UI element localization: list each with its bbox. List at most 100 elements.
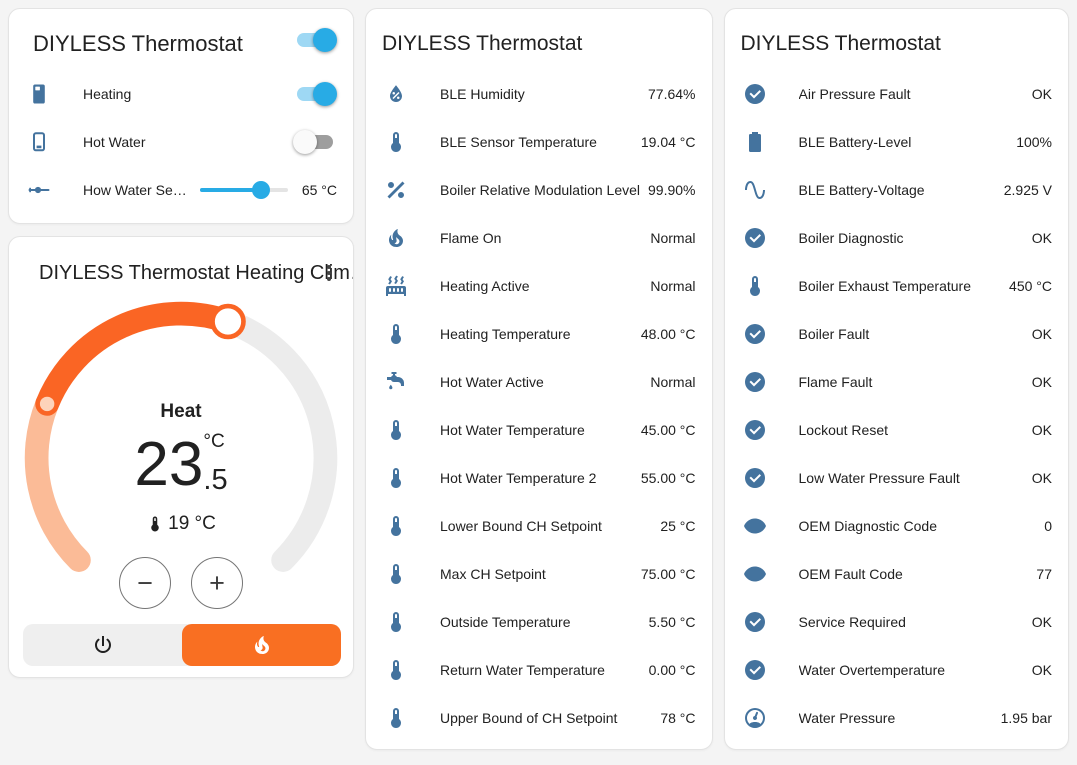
- entity-state[interactable]: 77.64%: [648, 86, 696, 102]
- entity-row[interactable]: Boiler Fault OK: [725, 310, 1069, 358]
- entity-name: Outside Temperature: [440, 614, 571, 630]
- entity-state[interactable]: 1.95 bar: [1000, 710, 1052, 726]
- entity-name: Flame On: [440, 230, 502, 246]
- entity-row[interactable]: Max CH Setpoint 75.00 °C: [366, 550, 712, 598]
- entity-name: Boiler Diagnostic: [798, 230, 904, 246]
- entity-state[interactable]: 25 °C: [660, 518, 696, 534]
- entity-state[interactable]: 75.00 °C: [640, 566, 696, 582]
- check-circle-icon: [743, 82, 767, 106]
- entity-row[interactable]: Air Pressure Fault OK: [725, 70, 1069, 118]
- entity-state[interactable]: OK: [1031, 326, 1052, 342]
- entity-name: Air Pressure Fault: [798, 86, 911, 102]
- eye-icon: [743, 514, 767, 538]
- hot-water-setpoint-slider[interactable]: [199, 178, 288, 202]
- entity-row[interactable]: Return Water Temperature 0.00 °C: [366, 646, 712, 694]
- entity-state[interactable]: OK: [1031, 614, 1052, 630]
- check-circle-icon: [743, 418, 767, 442]
- entity-row[interactable]: Water Pressure 1.95 bar: [725, 694, 1069, 742]
- entity-row[interactable]: OEM Diagnostic Code 0: [725, 502, 1069, 550]
- mode-off-button[interactable]: [23, 624, 182, 666]
- entity-state[interactable]: OK: [1031, 230, 1052, 246]
- entity-state[interactable]: OK: [1031, 422, 1052, 438]
- entity-state[interactable]: 48.00 °C: [640, 326, 696, 342]
- radiator-icon: [384, 274, 408, 298]
- dots-vertical-icon[interactable]: [317, 261, 341, 285]
- hot-water-toggle[interactable]: [293, 130, 337, 154]
- entity-state[interactable]: OK: [1031, 374, 1052, 390]
- entity-row[interactable]: Hot Water Active Normal: [366, 358, 712, 406]
- entity-name: Return Water Temperature: [440, 662, 605, 678]
- entity-name: Heating Active: [440, 278, 530, 294]
- entity-state[interactable]: OK: [1031, 86, 1052, 102]
- entity-row[interactable]: Lockout Reset OK: [725, 406, 1069, 454]
- entity-state[interactable]: 78 °C: [660, 710, 696, 726]
- toggle-thumb[interactable]: [313, 82, 337, 106]
- increase-temp-button[interactable]: +: [191, 557, 243, 609]
- entity-row[interactable]: Flame Fault OK: [725, 358, 1069, 406]
- entity-row[interactable]: BLE Sensor Temperature 19.04 °C: [366, 118, 712, 166]
- entity-row[interactable]: Hot Water Temperature 2 55.00 °C: [366, 454, 712, 502]
- card-title: DIYLESS Thermostat: [33, 31, 243, 56]
- entity-row-heating[interactable]: Heating: [9, 70, 353, 118]
- entity-state[interactable]: 55.00 °C: [640, 470, 696, 486]
- entity-row[interactable]: Flame On Normal: [366, 214, 712, 262]
- entity-state[interactable]: Normal: [650, 374, 696, 390]
- thermometer-icon: [384, 610, 408, 634]
- entity-state[interactable]: 0: [1044, 518, 1052, 534]
- left-column: DIYLESS Thermostat Heating Hot Water: [8, 8, 354, 757]
- entity-row[interactable]: Boiler Exhaust Temperature 450 °C: [725, 262, 1069, 310]
- check-circle-icon: [743, 226, 767, 250]
- hvac-mode-label: Heat: [160, 401, 202, 422]
- main-toggle[interactable]: [293, 27, 337, 52]
- entity-row-hot-water[interactable]: Hot Water: [9, 118, 353, 166]
- thermometer-icon: [384, 418, 408, 442]
- entity-row[interactable]: Water Overtemperature OK: [725, 646, 1069, 694]
- check-circle-icon: [743, 370, 767, 394]
- entity-row[interactable]: Lower Bound CH Setpoint 25 °C: [366, 502, 712, 550]
- entity-state[interactable]: 99.90%: [648, 182, 696, 198]
- entity-state[interactable]: 450 °C: [1009, 278, 1052, 294]
- entity-row[interactable]: BLE Battery-Voltage 2.925 V: [725, 166, 1069, 214]
- entity-name: BLE Humidity: [440, 86, 525, 102]
- switches-card: DIYLESS Thermostat Heating Hot Water: [8, 8, 354, 224]
- entity-row[interactable]: Outside Temperature 5.50 °C: [366, 598, 712, 646]
- current-temp-value: 19 °C: [168, 513, 216, 534]
- entity-row[interactable]: Boiler Diagnostic OK: [725, 214, 1069, 262]
- entity-name: Hot Water: [83, 134, 146, 150]
- entity-state[interactable]: 5.50 °C: [648, 614, 696, 630]
- entity-state[interactable]: 0.00 °C: [648, 662, 696, 678]
- entity-row-hot-water-setpoint[interactable]: How Water Se… 65 °C: [9, 166, 353, 214]
- power-icon: [91, 633, 115, 657]
- entity-name: BLE Battery-Voltage: [798, 182, 925, 198]
- entity-state[interactable]: Normal: [650, 278, 696, 294]
- entity-state[interactable]: 100%: [1016, 134, 1052, 150]
- entity-state[interactable]: OK: [1031, 470, 1052, 486]
- entity-row[interactable]: BLE Battery-Level 100%: [725, 118, 1069, 166]
- entity-state[interactable]: 2.925 V: [1003, 182, 1052, 198]
- toggle-thumb[interactable]: [293, 130, 317, 154]
- entity-state[interactable]: 77: [1036, 566, 1052, 582]
- entity-name: How Water Se…: [83, 182, 187, 198]
- entity-row[interactable]: BLE Humidity 77.64%: [366, 70, 712, 118]
- entity-row[interactable]: Heating Active Normal: [366, 262, 712, 310]
- faucet-icon: [384, 370, 408, 394]
- entity-state[interactable]: 45.00 °C: [640, 422, 696, 438]
- entity-row[interactable]: Heating Temperature 48.00 °C: [366, 310, 712, 358]
- entity-state[interactable]: 19.04 °C: [640, 134, 696, 150]
- entity-row[interactable]: Upper Bound of CH Setpoint 78 °C: [366, 694, 712, 742]
- temperature-dial[interactable]: Heat 23 °C .5 19 °C: [16, 293, 346, 623]
- mode-heat-button[interactable]: [182, 624, 341, 666]
- entity-row[interactable]: OEM Fault Code 77: [725, 550, 1069, 598]
- slider-thumb[interactable]: [252, 181, 271, 199]
- heating-toggle[interactable]: [293, 82, 337, 106]
- target-temp-integer: 23: [134, 430, 204, 499]
- thermometer-icon: [384, 130, 408, 154]
- toggle-thumb[interactable]: [313, 27, 337, 52]
- decrease-temp-button[interactable]: −: [119, 557, 171, 609]
- entity-state[interactable]: Normal: [650, 230, 696, 246]
- entity-row[interactable]: Service Required OK: [725, 598, 1069, 646]
- entity-row[interactable]: Hot Water Temperature 45.00 °C: [366, 406, 712, 454]
- entity-row[interactable]: Low Water Pressure Fault OK: [725, 454, 1069, 502]
- entity-state[interactable]: OK: [1031, 662, 1052, 678]
- entity-row[interactable]: Boiler Relative Modulation Level 99.90%: [366, 166, 712, 214]
